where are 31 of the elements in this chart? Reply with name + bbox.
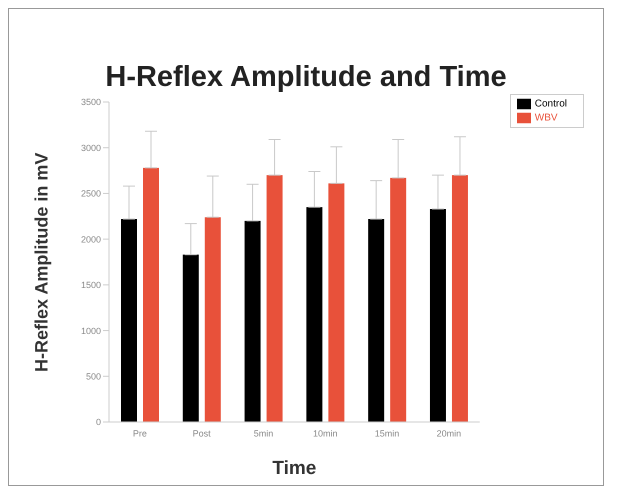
- x-tick-label: Post: [192, 428, 212, 438]
- y-tick-label: 1000: [80, 326, 101, 336]
- legend-label: Control: [534, 98, 567, 110]
- bar: [368, 219, 384, 422]
- y-tick-label: 2500: [80, 188, 101, 199]
- y-tick-label: 0: [96, 417, 101, 428]
- y-tick-label: 500: [86, 371, 101, 382]
- bar: [390, 178, 406, 422]
- bar: [143, 168, 159, 422]
- y-tick-label: 2000: [80, 234, 101, 244]
- x-axis-title: Time: [272, 458, 316, 479]
- x-tick-label: 5min: [254, 428, 274, 438]
- x-tick-label: 20min: [436, 428, 462, 438]
- bar: [430, 208, 446, 422]
- bar: [306, 207, 322, 422]
- x-tick-label: Pre: [132, 428, 147, 438]
- bar: [204, 217, 221, 422]
- x-tick-label: 15min: [374, 428, 400, 438]
- bar: [182, 254, 199, 422]
- y-tick-label: 3000: [80, 142, 101, 153]
- bar: [244, 220, 261, 422]
- bar: [452, 175, 468, 422]
- y-tick-label: 3500: [80, 97, 101, 108]
- bar: [328, 183, 344, 422]
- bar: [121, 219, 137, 422]
- x-tick-label: 10min: [313, 428, 338, 438]
- chart-title: H-Reflex Amplitude and Time: [104, 61, 508, 94]
- y-axis-title: H-Reflex Amplitude in mV: [31, 152, 52, 372]
- legend-label: WBV: [534, 112, 558, 124]
- bar: [266, 175, 283, 422]
- y-tick-label: 1500: [80, 280, 101, 290]
